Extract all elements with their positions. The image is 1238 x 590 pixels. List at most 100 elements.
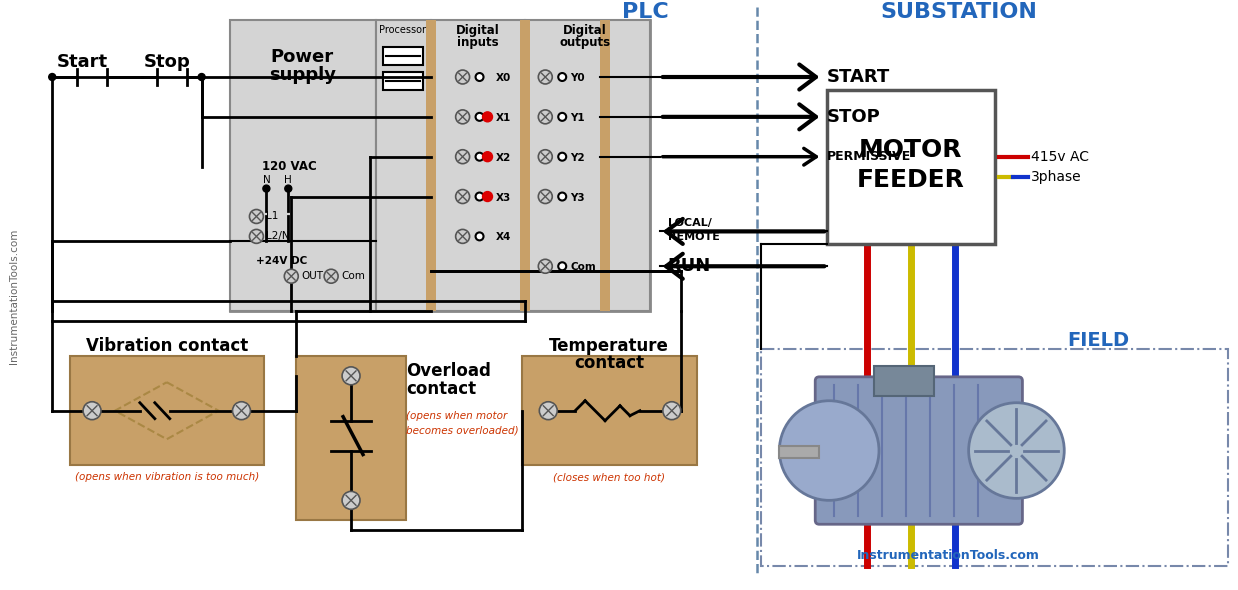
Circle shape — [483, 112, 493, 122]
Text: H: H — [285, 175, 292, 185]
Circle shape — [475, 232, 484, 240]
Circle shape — [249, 209, 264, 224]
Circle shape — [662, 402, 681, 419]
Text: PLC: PLC — [621, 2, 669, 22]
Circle shape — [539, 70, 552, 84]
Text: (opens when motor: (opens when motor — [406, 411, 508, 421]
Text: supply: supply — [269, 66, 335, 84]
FancyBboxPatch shape — [816, 377, 1023, 525]
Circle shape — [475, 73, 484, 81]
Text: Stop: Stop — [144, 53, 191, 71]
Circle shape — [475, 153, 484, 160]
Circle shape — [48, 74, 56, 80]
Text: 3phase: 3phase — [1031, 169, 1082, 183]
Circle shape — [558, 263, 566, 270]
Text: L1: L1 — [266, 211, 279, 221]
Bar — [431, 20, 525, 311]
Bar — [383, 47, 422, 65]
Circle shape — [483, 152, 493, 162]
Text: Digital: Digital — [563, 24, 607, 37]
Bar — [376, 20, 431, 311]
Text: START: START — [827, 68, 890, 86]
Text: Y2: Y2 — [571, 153, 584, 163]
Text: SUBSTATION: SUBSTATION — [880, 2, 1037, 22]
Text: +24V DC: +24V DC — [256, 256, 308, 266]
Text: REMOTE: REMOTE — [667, 232, 719, 242]
Text: STOP: STOP — [827, 108, 881, 126]
Circle shape — [342, 367, 360, 385]
Circle shape — [342, 491, 360, 509]
Text: N: N — [262, 175, 270, 185]
Circle shape — [539, 110, 552, 124]
Text: X1: X1 — [495, 113, 511, 123]
Bar — [761, 349, 1228, 566]
Text: Processor: Processor — [379, 25, 426, 35]
Bar — [780, 445, 820, 457]
Circle shape — [83, 402, 102, 419]
Bar — [525, 20, 650, 311]
Bar — [229, 20, 650, 311]
Circle shape — [539, 259, 552, 273]
Circle shape — [968, 403, 1065, 499]
Text: L2/N: L2/N — [266, 231, 290, 241]
Circle shape — [262, 185, 270, 192]
Circle shape — [483, 192, 493, 202]
Circle shape — [475, 192, 484, 201]
Circle shape — [456, 70, 469, 84]
Text: (opens when vibration is too much): (opens when vibration is too much) — [74, 473, 259, 483]
Text: becomes overloaded): becomes overloaded) — [406, 425, 519, 435]
Text: FEEDER: FEEDER — [857, 168, 964, 192]
Text: contact: contact — [574, 354, 644, 372]
Circle shape — [285, 185, 292, 192]
Bar — [522, 356, 697, 466]
Text: Y3: Y3 — [571, 192, 584, 202]
Text: 120 VAC: 120 VAC — [262, 160, 317, 173]
Text: inputs: inputs — [457, 35, 499, 48]
Circle shape — [558, 113, 566, 121]
Circle shape — [456, 150, 469, 163]
Bar — [600, 20, 610, 311]
Circle shape — [324, 269, 338, 283]
Circle shape — [285, 269, 298, 283]
Text: X2: X2 — [495, 153, 511, 163]
Circle shape — [198, 74, 206, 80]
Text: X4: X4 — [495, 232, 511, 242]
Text: Overload: Overload — [406, 362, 490, 380]
Text: MOTOR: MOTOR — [859, 137, 963, 162]
Circle shape — [539, 189, 552, 204]
Text: Com: Com — [571, 263, 595, 272]
Text: LOCAL/: LOCAL/ — [667, 218, 712, 228]
Text: Start: Start — [57, 53, 108, 71]
Bar — [520, 20, 530, 311]
Text: Y1: Y1 — [571, 113, 584, 123]
Bar — [874, 366, 933, 396]
Text: Vibration contact: Vibration contact — [85, 337, 248, 355]
Text: Com: Com — [342, 271, 365, 281]
Circle shape — [456, 230, 469, 243]
Text: contact: contact — [406, 380, 475, 398]
Text: FIELD: FIELD — [1067, 332, 1129, 350]
Text: (closes when too hot): (closes when too hot) — [553, 473, 665, 483]
Text: OUT: OUT — [301, 271, 323, 281]
Text: Digital: Digital — [456, 24, 499, 37]
Text: RUN: RUN — [667, 257, 711, 276]
Text: PERMISSIVE: PERMISSIVE — [827, 150, 911, 163]
Bar — [296, 356, 406, 520]
Bar — [229, 20, 376, 311]
Circle shape — [249, 230, 264, 243]
Circle shape — [558, 73, 566, 81]
Text: Y0: Y0 — [571, 73, 584, 83]
Circle shape — [233, 402, 250, 419]
Circle shape — [540, 402, 557, 419]
Text: InstrumentationTools.com: InstrumentationTools.com — [857, 549, 1040, 562]
Circle shape — [539, 150, 552, 163]
Bar — [71, 356, 265, 466]
Text: X3: X3 — [495, 192, 511, 202]
Text: Temperature: Temperature — [550, 337, 669, 355]
Text: 415v AC: 415v AC — [1031, 150, 1089, 163]
Bar — [383, 72, 422, 90]
Circle shape — [475, 113, 484, 121]
Text: Power: Power — [271, 48, 334, 66]
Text: X0: X0 — [495, 73, 511, 83]
Bar — [426, 20, 436, 311]
